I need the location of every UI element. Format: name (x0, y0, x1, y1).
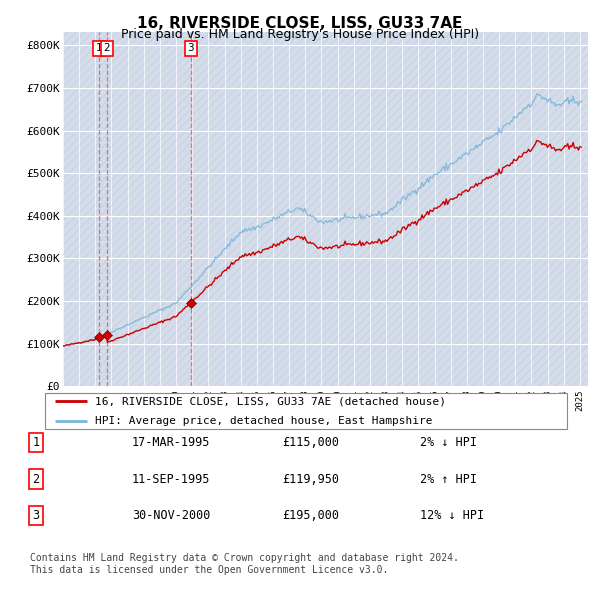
Text: Price paid vs. HM Land Registry's House Price Index (HPI): Price paid vs. HM Land Registry's House … (121, 28, 479, 41)
Text: 1: 1 (95, 44, 102, 53)
Text: 16, RIVERSIDE CLOSE, LISS, GU33 7AE (detached house): 16, RIVERSIDE CLOSE, LISS, GU33 7AE (det… (95, 396, 446, 407)
Text: 3: 3 (188, 44, 194, 53)
Text: £119,950: £119,950 (282, 473, 339, 486)
Text: 16, RIVERSIDE CLOSE, LISS, GU33 7AE: 16, RIVERSIDE CLOSE, LISS, GU33 7AE (137, 16, 463, 31)
Text: 11-SEP-1995: 11-SEP-1995 (132, 473, 211, 486)
Text: 17-MAR-1995: 17-MAR-1995 (132, 436, 211, 449)
Text: 2% ↑ HPI: 2% ↑ HPI (420, 473, 477, 486)
Text: 2% ↓ HPI: 2% ↓ HPI (420, 436, 477, 449)
Text: 2: 2 (32, 473, 40, 486)
Text: 3: 3 (32, 509, 40, 522)
Text: £195,000: £195,000 (282, 509, 339, 522)
Text: £115,000: £115,000 (282, 436, 339, 449)
Text: 1: 1 (32, 436, 40, 449)
Text: 30-NOV-2000: 30-NOV-2000 (132, 509, 211, 522)
Text: 12% ↓ HPI: 12% ↓ HPI (420, 509, 484, 522)
Text: 2: 2 (103, 44, 110, 53)
FancyBboxPatch shape (44, 392, 568, 429)
Text: HPI: Average price, detached house, East Hampshire: HPI: Average price, detached house, East… (95, 416, 432, 425)
Text: Contains HM Land Registry data © Crown copyright and database right 2024.
This d: Contains HM Land Registry data © Crown c… (30, 553, 459, 575)
